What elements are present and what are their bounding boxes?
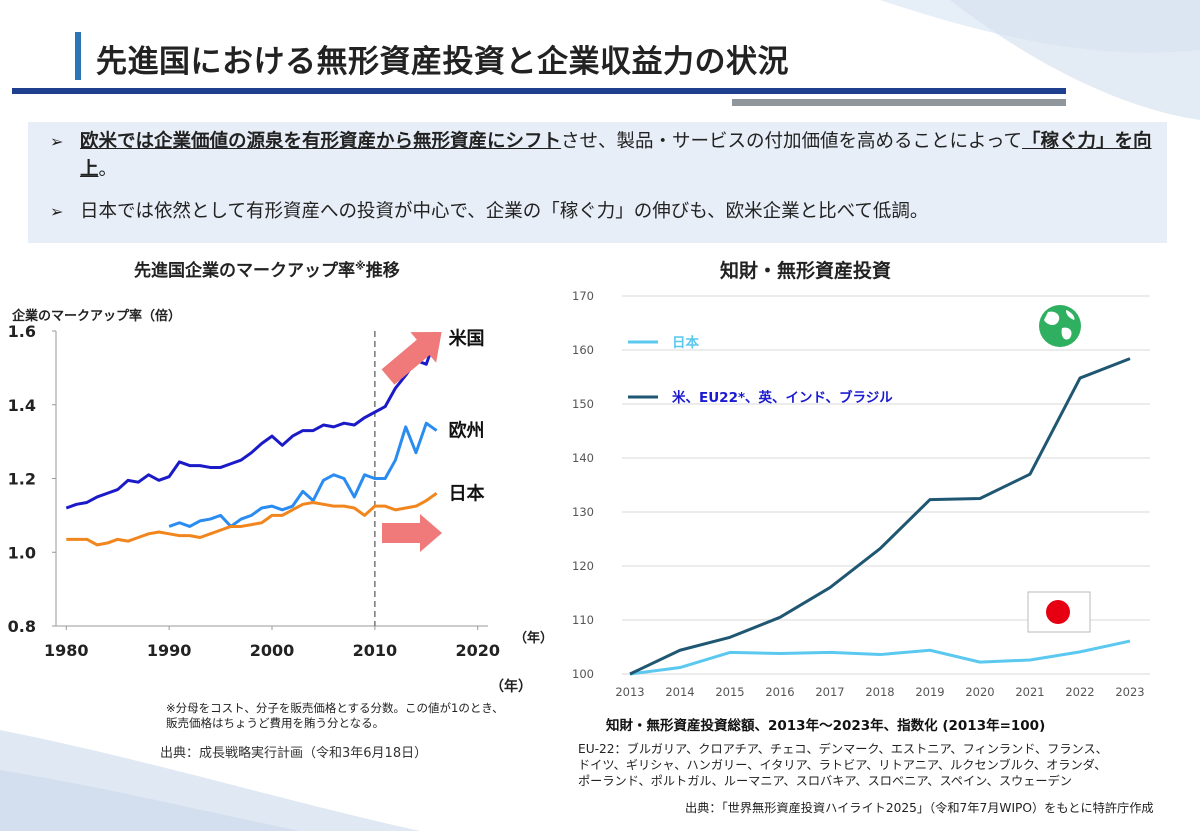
left-source: 出典：成長戦略実行計画（令和3年6月18日） — [160, 746, 428, 761]
globe-icon-land — [1044, 310, 1075, 340]
right-x-tick-label: 2019 — [915, 685, 944, 699]
globe-icon-body — [1039, 305, 1081, 347]
right-y-tick-label: 120 — [572, 559, 594, 573]
bullet-text-1: 欧米では企業価値の源泉を有形資産から無形資産にシフトさせ、製品・サービスの付加価… — [80, 128, 1160, 184]
right-x-tick-label: 2014 — [665, 685, 694, 699]
title-accent-bar — [75, 32, 81, 80]
right-x-tick-label: 2022 — [1065, 685, 1094, 699]
left-chart-title-suffix: 推移 — [365, 261, 400, 281]
intangible-investment-chart: 100 110 120 130 140 150 160 170 2013 2014 2015 2016… — [572, 289, 1150, 699]
left-x-tick-label: 1990 — [147, 641, 192, 660]
left-chart-title-note-mark: ※ — [355, 259, 366, 273]
title-underline-accent — [732, 99, 1066, 106]
left-series-label-2: 欧州 — [449, 420, 485, 442]
summary-box: ➢ 欧米では企業価値の源泉を有形資産から無形資産にシフトさせ、製品・サービスの付… — [28, 122, 1167, 243]
right-legend-label-2: 米、EU22*、英、インド、ブラジル — [672, 389, 893, 406]
left-chart-title-main: 先進国企業のマークアップ率 — [134, 261, 355, 281]
right-x-tick-label: 2020 — [965, 685, 994, 699]
right-series-line-1 — [629, 639, 1131, 676]
right-x-tick-label: 2015 — [715, 685, 744, 699]
left-x-tick-label: 2010 — [353, 641, 398, 660]
right-y-tick-label: 170 — [572, 289, 594, 303]
right-x-tick-label: 2021 — [1015, 685, 1044, 699]
left-series-line-1 — [65, 334, 438, 510]
right-y-tick-label: 150 — [572, 397, 594, 411]
right-y-tick-label: 130 — [572, 505, 594, 519]
japan-flag-icon-disc — [1046, 600, 1070, 624]
left-x-tick-label: 2000 — [250, 641, 295, 660]
left-y-tick-label: 1.4 — [8, 396, 36, 415]
bullet-1-emphasis-2: 「稼ぐ力」を向上 — [80, 131, 1152, 180]
page-title: 先進国における無形資産投資と企業収益力の状況 — [96, 44, 789, 80]
eu22-note-line-2: ドイツ、ギリシャ、ハンガリー、イタリア、ラトビア、リトアニア、ルクセンブルク、オ… — [578, 758, 1107, 772]
title-underline — [12, 88, 1066, 94]
left-chart-title: 先進国企業のマークアップ率※推移 — [134, 256, 400, 281]
up-trend-arrow-icon — [381, 332, 442, 385]
left-x-tick-label: 2020 — [455, 641, 500, 660]
left-note-line-2: 販売価格はちょうど費用を賄う分となる。 — [166, 716, 385, 730]
bullet-1-text-4: 。 — [98, 159, 118, 180]
right-x-tick-label: 2023 — [1115, 685, 1144, 699]
bullet-1-emphasis-1: 欧米では企業価値の源泉を有形資産から無形資産にシフト — [80, 131, 562, 152]
right-x-tick-label: 2018 — [865, 685, 894, 699]
right-y-tick-label: 110 — [572, 613, 594, 627]
left-y-tick-label: 1.0 — [8, 543, 36, 562]
right-chart-caption: 知財・無形資産投資総額、2013年～2023年、指数化 (2013年=100) — [606, 718, 1046, 734]
bullet-text-2: 日本では依然として有形資産への投資が中心で、企業の「稼ぐ力」の伸びも、欧米企業と… — [80, 201, 929, 222]
left-x-axis-label: （年） — [514, 630, 553, 646]
left-y-tick-label: 1.2 — [8, 470, 36, 489]
globe-icon — [1039, 305, 1081, 347]
right-trend-arrow-icon — [382, 514, 442, 552]
right-y-tick-label: 140 — [572, 451, 594, 465]
left-series-line-3 — [66, 492, 438, 547]
left-x-unit-outer: （年） — [490, 678, 532, 695]
arrow-bullet-icon: ➢ — [50, 132, 64, 151]
right-chart-title: 知財・無形資産投資 — [720, 260, 892, 282]
right-series-line-2 — [629, 357, 1131, 676]
markup-rate-chart: 企業のマークアップ率（倍） 0.8 1.0 1.2 1.4 1.6 1980 1990 2000… — [8, 308, 553, 695]
left-note-line-1: ※分母をコスト、分子を販売価格とする分数。この値が1のとき、 — [166, 701, 504, 715]
left-x-tick-label: 1980 — [44, 641, 89, 660]
right-x-tick-label: 2013 — [615, 685, 644, 699]
left-y-axis-label: 企業のマークアップ率（倍） — [11, 308, 181, 324]
eu22-note-line-3: ポーランド、ポルトガル、ルーマニア、スロバキア、スロベニア、スペイン、スウェーデ… — [578, 774, 1072, 788]
right-legend-label-1: 日本 — [672, 334, 700, 351]
right-y-tick-label: 160 — [572, 343, 594, 357]
left-y-tick-label: 1.6 — [8, 322, 36, 341]
right-x-tick-label: 2016 — [765, 685, 794, 699]
bullet-1-text-2: させ、製品・サービスの付加価値を高めることによって — [561, 131, 1023, 152]
left-series-label-3: 日本 — [449, 482, 485, 504]
left-series-line-2 — [168, 421, 438, 528]
japan-flag-icon — [1027, 591, 1091, 633]
left-series-label-1: 米国 — [449, 328, 485, 350]
arrow-bullet-icon: ➢ — [50, 202, 64, 221]
right-source: 出典：「世界無形資産投資ハイライト2025」（令和7年7月WIPO）をもとに特許… — [685, 801, 1154, 815]
left-y-tick-label: 0.8 — [8, 617, 36, 636]
right-y-tick-label: 100 — [572, 667, 594, 681]
eu22-note-line-1: EU-22：ブルガリア、クロアチア、チェコ、デンマーク、エストニア、フィンランド… — [578, 742, 1108, 756]
right-x-tick-label: 2017 — [815, 685, 844, 699]
